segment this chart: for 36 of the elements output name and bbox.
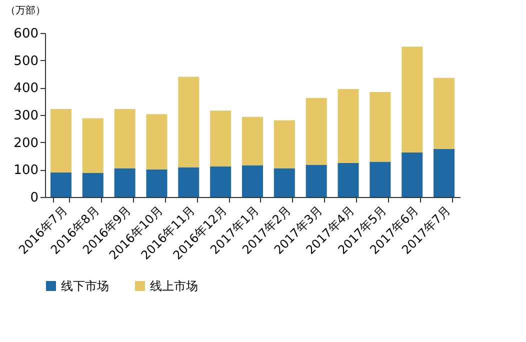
- bar: [242, 165, 263, 197]
- bar: [82, 118, 104, 173]
- bar: [82, 172, 104, 197]
- bar: [434, 78, 455, 149]
- bar: [402, 46, 423, 152]
- bar: [114, 108, 136, 168]
- y-tick-label: 0: [30, 190, 38, 206]
- bar: [274, 168, 295, 197]
- y-tick-label: 500: [14, 54, 38, 69]
- bar: [274, 120, 295, 168]
- y-tick-label: 400: [14, 81, 38, 96]
- y-axis-title: （万部）: [6, 4, 46, 16]
- legend-label: 线下市场: [61, 279, 109, 293]
- bar: [370, 92, 391, 162]
- bar: [370, 162, 391, 197]
- legend-label: 线上市场: [150, 279, 198, 293]
- bar: [178, 167, 200, 197]
- bar: [114, 168, 136, 197]
- y-tick-label: 600: [14, 26, 38, 42]
- bar: [402, 152, 423, 197]
- bar: [146, 169, 168, 197]
- y-tick-label: 300: [14, 108, 38, 124]
- bar: [338, 89, 359, 163]
- y-tick-label: 100: [14, 163, 38, 178]
- bar: [50, 172, 72, 197]
- bar: [50, 108, 72, 172]
- bar: [210, 110, 232, 166]
- bar: [146, 114, 168, 170]
- bar: [178, 76, 200, 168]
- bar: [242, 116, 263, 166]
- bar: [306, 164, 327, 197]
- bar: [434, 148, 455, 197]
- bar: [210, 166, 232, 197]
- bar: [338, 162, 359, 197]
- bar: [306, 98, 327, 165]
- y-tick-label: 200: [14, 136, 38, 151]
